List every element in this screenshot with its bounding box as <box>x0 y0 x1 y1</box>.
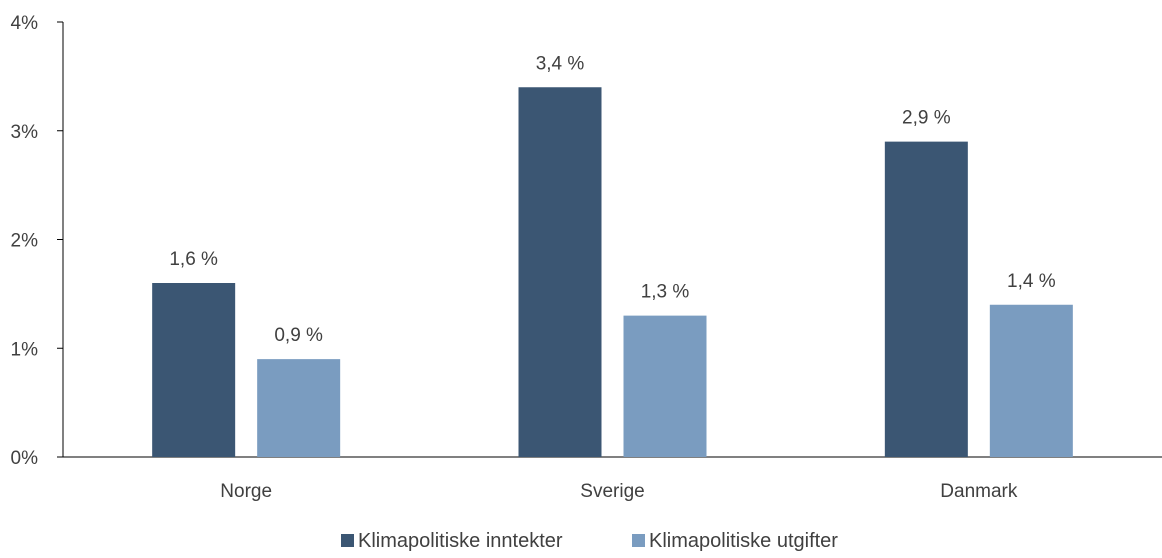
legend-label: Klimapolitiske utgifter <box>649 530 838 552</box>
bar-inntekter-danmark <box>884 141 968 457</box>
category-labels-group: Norge Sverige Danmark <box>220 481 1018 502</box>
bars-group <box>152 87 1073 457</box>
bar-inntekter-sverige <box>518 87 602 457</box>
data-label: 0,9 % <box>274 325 323 346</box>
y-tick-label: 1% <box>11 339 39 360</box>
y-tick-label: 4% <box>11 13 39 34</box>
legend: Klimapolitiske inntekter Klimapolitiske u… <box>341 530 838 552</box>
category-label: Sverige <box>580 481 644 502</box>
bar-utgifter-sverige <box>623 315 707 457</box>
data-label: 3,4 % <box>536 53 585 74</box>
data-label: 2,9 % <box>902 108 951 129</box>
y-tick-label: 2% <box>11 231 39 252</box>
data-label: 1,4 % <box>1007 271 1056 292</box>
category-label: Norge <box>220 481 272 502</box>
data-label: 1,3 % <box>641 282 690 303</box>
data-labels-group: 1,6 % 0,9 % 3,4 % 1,3 % 2,9 % 1,4 % <box>169 53 1055 346</box>
bar-utgifter-danmark <box>989 304 1073 457</box>
y-tick-label: 0% <box>11 448 39 469</box>
data-label: 1,6 % <box>169 249 218 270</box>
legend-swatch <box>632 534 645 547</box>
y-axis-ticks: 0% 1% 2% 3% 4% <box>11 13 63 469</box>
legend-label: Klimapolitiske inntekter <box>358 530 563 552</box>
category-label: Danmark <box>940 481 1018 502</box>
y-tick-label: 3% <box>11 122 39 143</box>
bar-inntekter-norge <box>152 283 236 457</box>
bar-utgifter-norge <box>257 359 341 457</box>
legend-swatch <box>341 534 354 547</box>
